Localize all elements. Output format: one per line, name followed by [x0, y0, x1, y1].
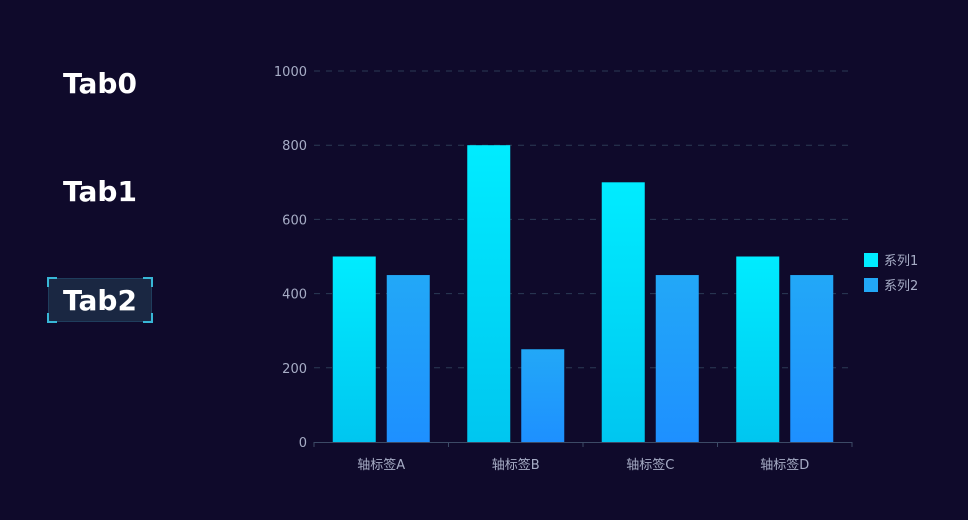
x-tick-label: 轴标签B — [492, 457, 540, 473]
x-tick-label: 轴标签D — [760, 457, 809, 473]
tab-2-label: Tab2 — [63, 283, 137, 317]
y-tick-label: 0 — [299, 436, 307, 451]
y-tick-label: 200 — [282, 362, 307, 377]
y-tick-label: 800 — [282, 139, 307, 154]
bar-series1-3 — [736, 256, 780, 442]
bar-series2-0 — [386, 275, 430, 442]
legend-swatch-series1 — [864, 253, 878, 267]
y-tick-label: 1000 — [274, 65, 307, 80]
tab-1-label: Tab1 — [63, 174, 137, 208]
tab-0-label: Tab0 — [63, 66, 137, 100]
bar-series2-2 — [655, 275, 699, 442]
tab-2[interactable]: Tab2 — [47, 277, 153, 323]
tab-list: Tab0 Tab1 Tab2 — [0, 0, 250, 520]
legend-label-series1: 系列1 — [884, 254, 918, 269]
bar-series1-2 — [601, 182, 645, 443]
legend-swatch-series2 — [864, 278, 878, 292]
y-tick-label: 400 — [282, 288, 307, 303]
legend[interactable]: 系列1 系列2 — [864, 253, 918, 294]
legend-label-series2: 系列2 — [884, 279, 918, 294]
bar-series2-1 — [521, 349, 565, 442]
x-axis — [313, 442, 853, 447]
x-tick-label: 轴标签A — [357, 457, 405, 473]
bars — [332, 145, 834, 443]
bar-series1-1 — [467, 145, 511, 442]
tab-0[interactable]: Tab0 — [48, 61, 152, 105]
y-tick-label: 600 — [282, 213, 307, 228]
tab-1[interactable]: Tab1 — [48, 169, 152, 213]
axis-labels: 0 200 400 600 800 1000 轴标签A 轴标签B 轴标签C 轴标签D — [274, 65, 809, 473]
bar-series1-0 — [332, 256, 376, 442]
x-tick-label: 轴标签C — [626, 457, 674, 473]
bar-series2-3 — [790, 275, 834, 442]
